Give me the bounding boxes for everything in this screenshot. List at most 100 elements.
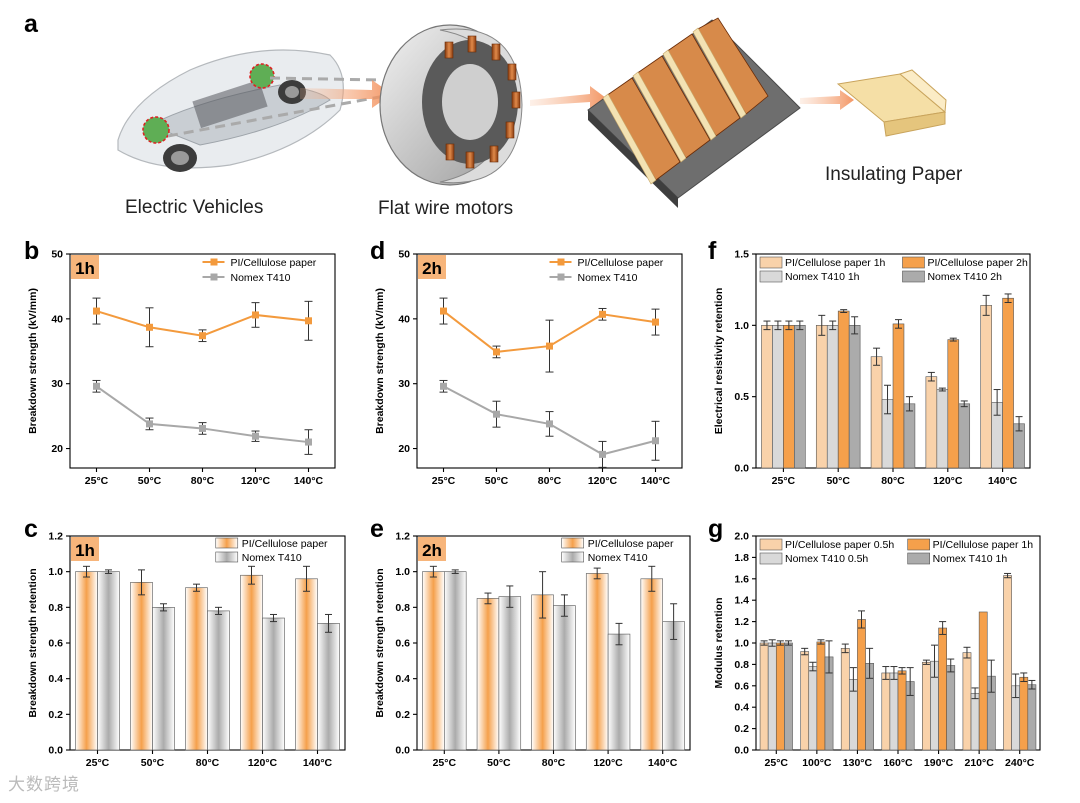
y-tick-label: 20 — [398, 443, 410, 455]
watermark-text: 大数跨境 — [8, 775, 80, 795]
y-tick-label: 1.8 — [734, 552, 749, 564]
bar — [903, 403, 916, 469]
x-tick-label: 50°C — [138, 475, 162, 487]
duration-tag-bg — [418, 255, 446, 279]
y-axis-label: Breakdown strength (kV/mm) — [374, 288, 386, 434]
duration-tag: 2h — [422, 259, 442, 278]
y-tick-label: 1.4 — [734, 595, 749, 607]
x-tick-label: 50°C — [826, 475, 850, 487]
x-tick-label: 80°C — [881, 475, 905, 487]
data-point — [546, 342, 553, 350]
data-point — [252, 311, 259, 319]
legend-marker — [557, 258, 565, 266]
motor-to-slot-arrow — [530, 86, 606, 108]
legend-swatch — [759, 538, 783, 551]
x-tick-label: 120°C — [588, 475, 618, 487]
bar — [947, 339, 960, 469]
data-point — [493, 348, 500, 356]
data-point — [493, 410, 500, 418]
panel-letter-c: c — [24, 515, 38, 543]
legend-swatch — [759, 270, 783, 283]
bar — [857, 619, 866, 751]
y-axis-label: Breakdown strength retention — [27, 568, 39, 717]
y-tick-label: 50 — [51, 249, 63, 261]
x-tick-label: 25°C — [85, 475, 109, 487]
legend-swatch — [561, 551, 584, 563]
bar — [759, 642, 769, 751]
chart-g-svg: 0.0 0.2 0.4 0.6 0.8 1.0 1.2 1.4 1.6 1.8 2.0 25°C 100… — [713, 531, 1041, 769]
y-axis-label: Breakdown strength (kV/mm) — [27, 288, 39, 434]
y-tick-label: 1.0 — [395, 566, 410, 578]
bar — [848, 325, 861, 469]
duration-tag-bg — [71, 255, 99, 279]
bar — [1019, 676, 1029, 751]
legend-label: PI/Cellulose paper 2h — [927, 257, 1028, 269]
data-point — [440, 382, 447, 390]
legend-swatch — [561, 537, 584, 549]
panel-letter-a: a — [24, 10, 38, 38]
y-tick-label: 0.0 — [48, 745, 63, 757]
y-axis-label: Electrical resistivity retention — [713, 288, 725, 434]
data-point — [146, 323, 153, 331]
y-tick-label: 50 — [398, 249, 410, 261]
x-tick-label: 120°C — [241, 475, 271, 487]
x-tick-label: 50°C — [487, 757, 511, 769]
legend-swatch — [902, 256, 925, 269]
data-point — [93, 382, 100, 390]
x-tick-label: 140°C — [294, 475, 324, 487]
data-point — [652, 318, 659, 326]
y-axis-label: Modulus retention — [713, 598, 725, 689]
stator-slot-illustration — [587, 17, 801, 208]
bar — [775, 642, 785, 751]
bar — [761, 325, 773, 469]
bar — [897, 670, 907, 751]
y-tick-label: 0.8 — [48, 602, 63, 614]
legend-swatch — [907, 538, 930, 551]
data-point — [305, 438, 312, 446]
bar — [840, 648, 850, 751]
bar — [936, 389, 949, 469]
duration-tag: 1h — [75, 541, 95, 560]
panel-a-illustration — [117, 17, 947, 208]
bar — [870, 356, 883, 469]
y-tick-label: 0.6 — [48, 638, 63, 650]
legend-marker — [210, 273, 218, 281]
x-tick-label: 80°C — [191, 475, 215, 487]
legend-label: Nomex T410 — [231, 272, 291, 284]
x-tick-label: 80°C — [538, 475, 562, 487]
duration-tag-bg — [71, 537, 99, 561]
y-tick-label: 0.2 — [395, 709, 410, 721]
legend-label: Nomex T410 2h — [927, 271, 1002, 283]
legend-swatch — [907, 552, 930, 565]
slot-to-paper-arrow — [800, 90, 854, 110]
y-tick-label: 0.8 — [734, 659, 749, 671]
chart-e-svg: 0.0 0.2 0.4 0.6 0.8 1.0 1.2 25°C 50°C 80°C 120°C 14… — [374, 531, 691, 769]
x-tick-label: 130°C — [843, 757, 873, 769]
x-tick-label: 25°C — [86, 757, 110, 769]
data-point — [440, 307, 447, 315]
legend-label: Nomex T410 — [242, 552, 302, 564]
bar — [808, 666, 818, 751]
y-tick-label: 0.0 — [734, 745, 749, 757]
bar — [946, 665, 956, 751]
data-point — [146, 420, 153, 428]
duration-tag-bg — [418, 537, 446, 561]
x-tick-label: 100°C — [802, 757, 832, 769]
x-tick-label: 25°C — [432, 475, 456, 487]
x-tick-label: 190°C — [924, 757, 954, 769]
legend-label: Nomex T410 1h — [933, 553, 1008, 565]
duration-tag: 1h — [75, 259, 95, 278]
legend-label: Nomex T410 — [578, 272, 638, 284]
y-tick-label: 40 — [398, 313, 410, 325]
legend-label: PI/Cellulose paper 1h — [933, 539, 1034, 551]
bar — [970, 692, 980, 751]
x-tick-label: 140°C — [303, 757, 333, 769]
y-tick-label: 0.2 — [734, 723, 749, 735]
panel-letter-e: e — [370, 515, 384, 543]
bar — [1027, 684, 1037, 751]
bar — [837, 310, 850, 469]
bar — [958, 403, 971, 469]
x-tick-label: 120°C — [933, 475, 963, 487]
caption-flat-wire-motors: Flat wire motors — [378, 198, 514, 219]
data-point — [652, 437, 659, 445]
